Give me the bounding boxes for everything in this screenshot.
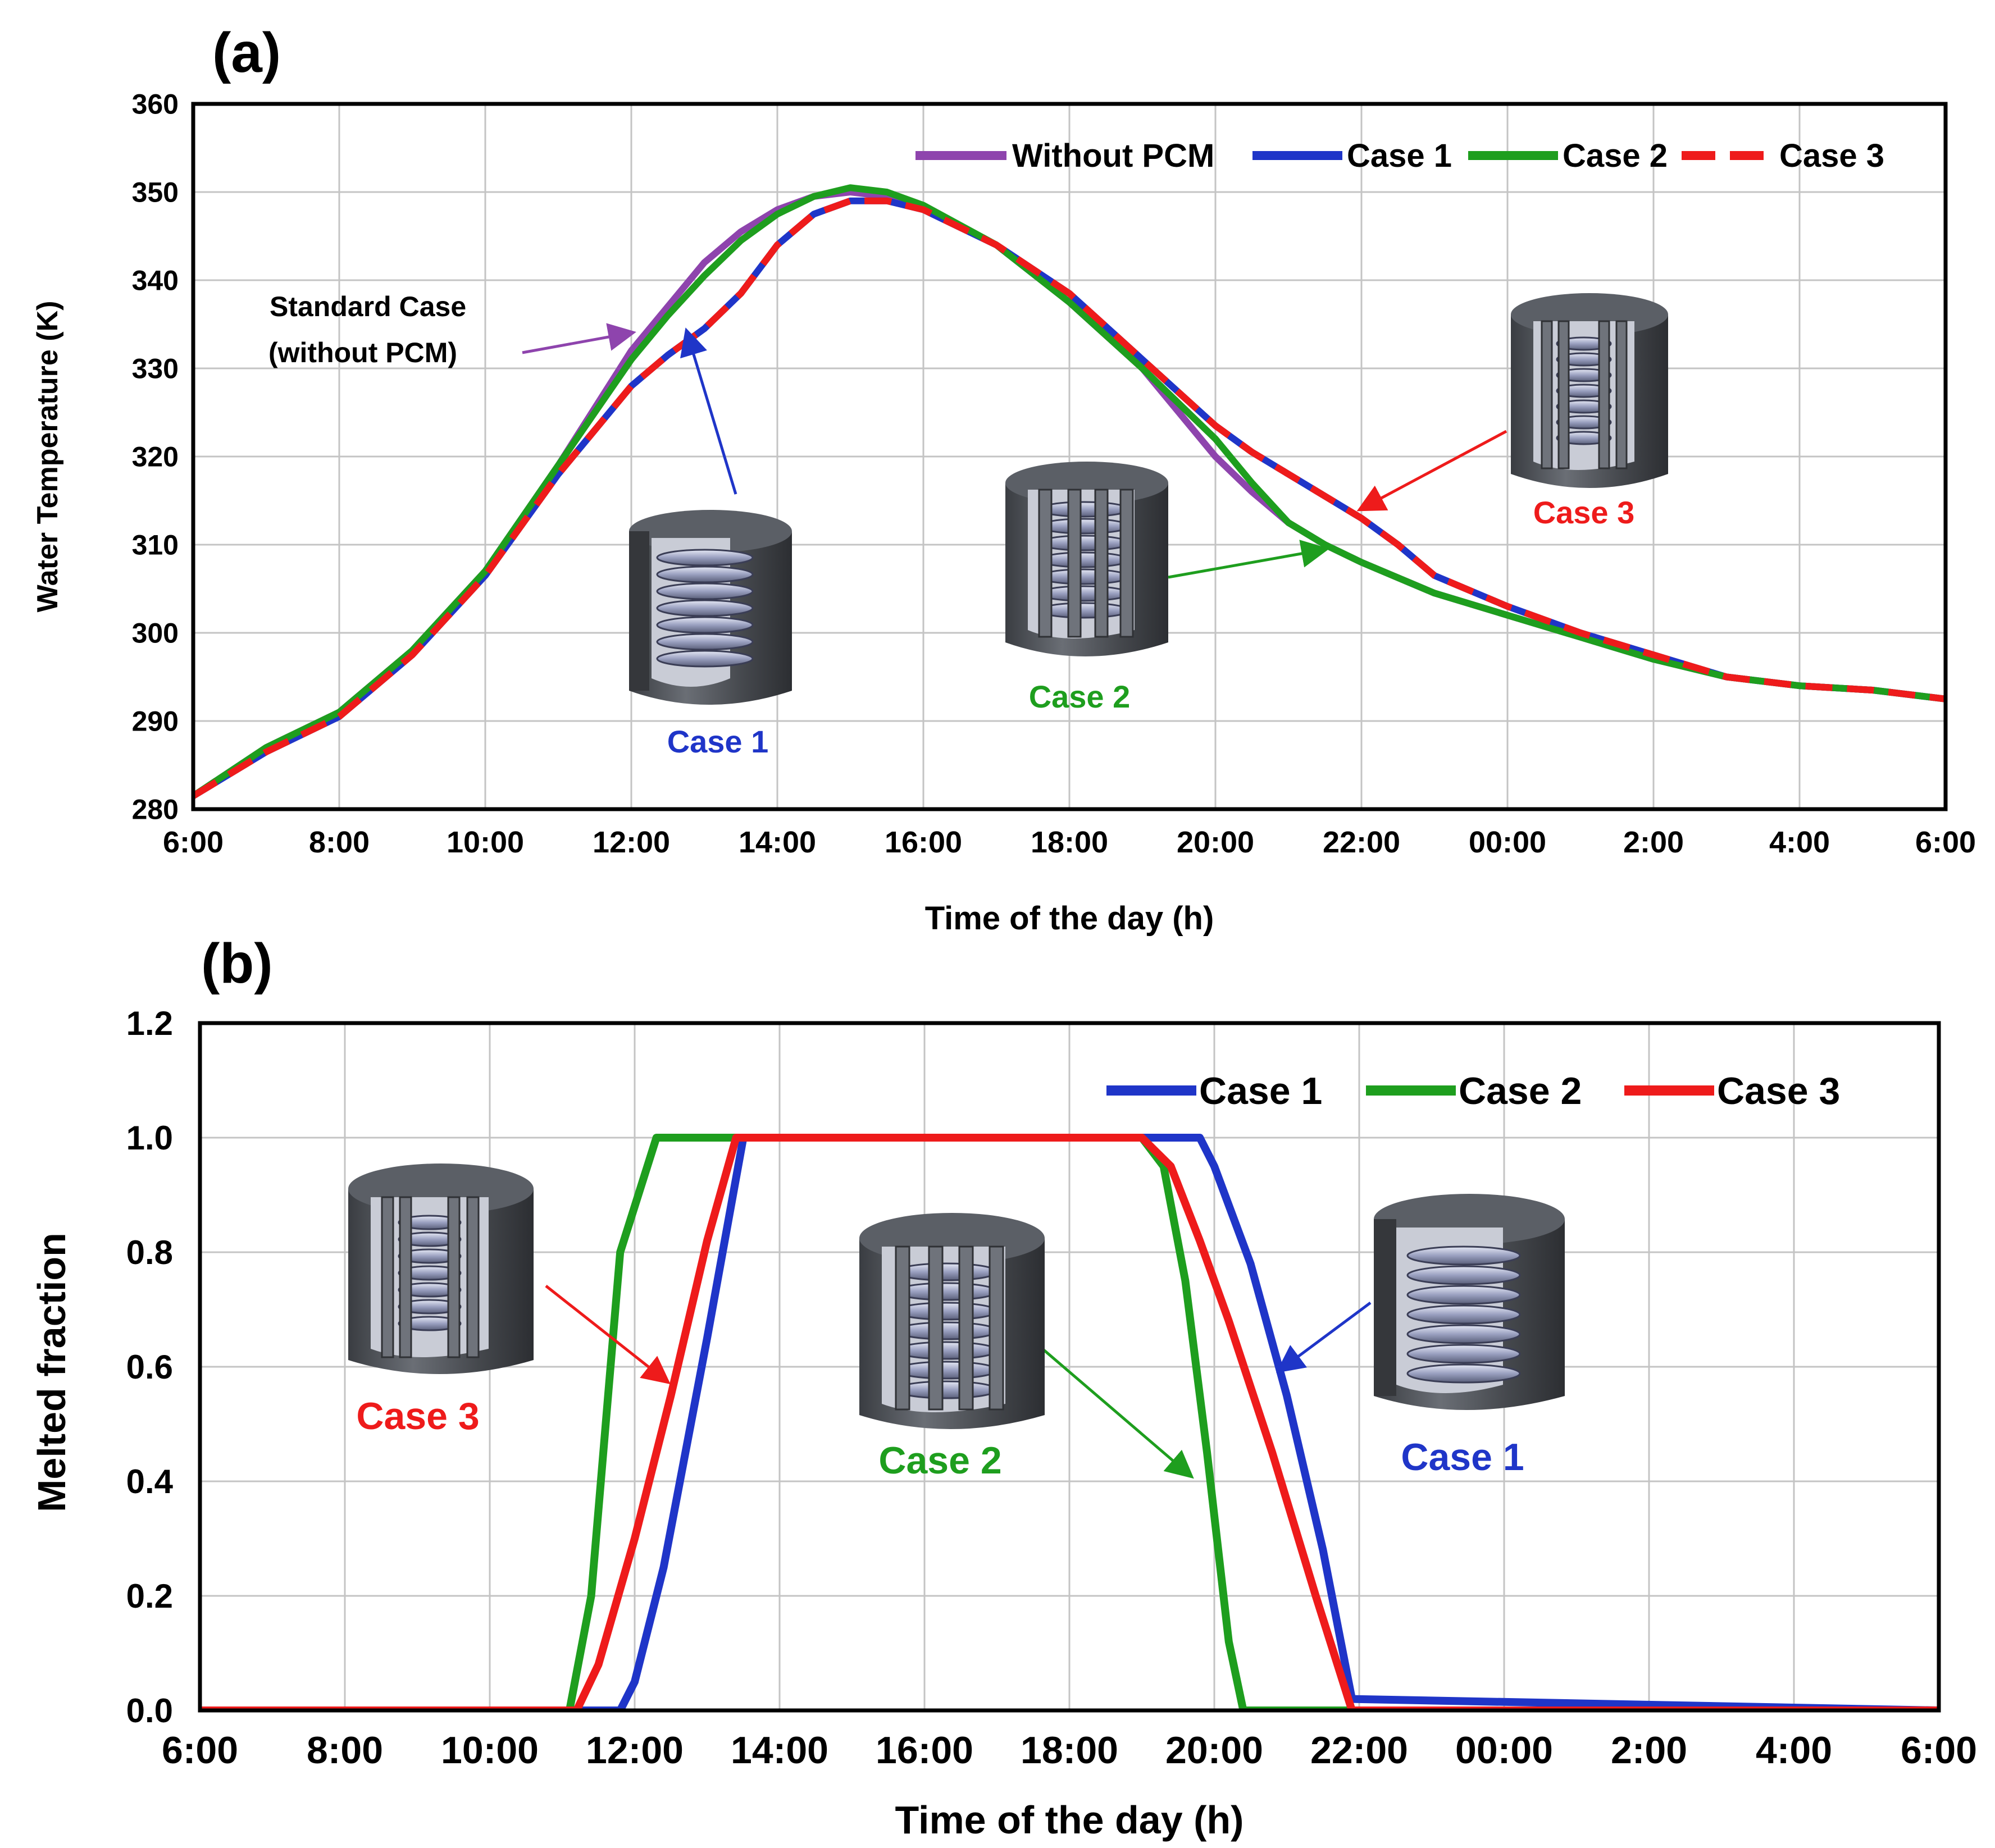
panel-a-legend: Without PCM Case 1 Case 2 Case 3 — [915, 138, 1884, 174]
annotation-b-case3: Case 3 — [356, 1395, 479, 1438]
panel-a-series — [193, 184, 1946, 800]
x-tick-label-a-5: 16:00 — [885, 825, 962, 859]
y-tick-label-b-1: 0.2 — [126, 1577, 173, 1615]
y-tick-label-b-4: 0.8 — [126, 1234, 173, 1271]
y-tick-label-a-1: 290 — [132, 706, 179, 737]
x-tick-label-b-7: 20:00 — [1165, 1729, 1263, 1772]
panel-b: (b) 0.0 0.2 0.4 0.6 0.8 1.0 1.2 6:00 8:00 10:00 1… — [30, 932, 1977, 1842]
tank-illustration-case3-b — [348, 1163, 534, 1374]
y-tick-label-b-5: 1.0 — [126, 1119, 173, 1157]
x-tick-label-b-12: 6:00 — [1901, 1729, 1977, 1772]
x-tick-label-b-10: 2:00 — [1611, 1729, 1687, 1772]
x-tick-label-b-5: 16:00 — [876, 1729, 973, 1772]
panel-b-y-ticks: 0.0 0.2 0.4 0.6 0.8 1.0 1.2 — [126, 1005, 174, 1730]
annotation-case1: Case 1 — [667, 724, 769, 759]
x-tick-label-a-7: 20:00 — [1177, 825, 1254, 859]
tank-illustration-case3-a — [1511, 293, 1668, 488]
annotation-standard-case: Standard Case — [270, 291, 466, 322]
annotation-without-pcm: (without PCM) — [268, 337, 457, 368]
tank-illustration-case2-a — [1005, 462, 1168, 656]
panel-a-y-axis-title: Water Temperature (K) — [31, 301, 64, 613]
x-tick-label-a-11: 4:00 — [1769, 825, 1830, 859]
panel-a-frame — [191, 102, 1948, 811]
y-tick-label-a-6: 340 — [132, 265, 179, 296]
annotation-case2: Case 2 — [1029, 679, 1131, 714]
y-tick-label-b-2: 0.4 — [126, 1463, 174, 1500]
x-tick-label-b-1: 8:00 — [307, 1729, 383, 1772]
annotation-b-arrow-case2 — [1033, 1341, 1194, 1479]
x-tick-label-b-4: 14:00 — [731, 1729, 828, 1772]
series-line-b-case-1 — [200, 1134, 1939, 1710]
tank-illustration-case1-a — [629, 510, 792, 705]
x-tick-label-b-0: 6:00 — [162, 1729, 238, 1772]
y-tick-label-a-5: 330 — [132, 353, 179, 385]
legend-label-b-case2: Case 2 — [1459, 1070, 1582, 1112]
x-tick-label-a-9: 00:00 — [1469, 825, 1546, 859]
x-tick-label-b-8: 22:00 — [1310, 1729, 1408, 1772]
y-tick-label-b-0: 0.0 — [126, 1692, 173, 1730]
x-tick-label-a-3: 12:00 — [593, 825, 670, 859]
x-tick-label-a-0: 6:00 — [163, 825, 224, 859]
x-tick-label-a-12: 6:00 — [1915, 825, 1976, 859]
y-tick-label-a-7: 350 — [132, 177, 179, 208]
annotation-case3: Case 3 — [1533, 495, 1635, 530]
legend-label-case1: Case 1 — [1347, 138, 1452, 174]
x-tick-label-a-2: 10:00 — [447, 825, 524, 859]
annotation-arrow-case1 — [680, 327, 737, 495]
tank-illustration-case1-b — [1374, 1194, 1565, 1410]
y-tick-label-a-3: 310 — [132, 530, 179, 561]
panel-b-frame — [198, 1021, 1941, 1713]
panel-a-label: (a) — [212, 21, 281, 84]
x-tick-label-a-8: 22:00 — [1323, 825, 1400, 859]
legend-label-b-case3: Case 3 — [1717, 1070, 1840, 1112]
x-tick-label-a-6: 18:00 — [1031, 825, 1108, 859]
annotation-b-arrow-case3 — [545, 1285, 671, 1385]
x-tick-label-a-1: 8:00 — [309, 825, 370, 859]
x-tick-label-b-9: 00:00 — [1455, 1729, 1553, 1772]
x-tick-label-a-4: 14:00 — [739, 825, 816, 859]
y-tick-label-b-3: 0.6 — [126, 1348, 173, 1386]
panel-b-label: (b) — [201, 932, 273, 995]
x-tick-label-a-10: 2:00 — [1623, 825, 1684, 859]
panel-b-series — [200, 1134, 1939, 1710]
y-tick-label-a-4: 320 — [132, 441, 179, 473]
legend-label-b-case1: Case 1 — [1199, 1070, 1322, 1112]
legend-label-case3: Case 3 — [1779, 138, 1884, 174]
annotation-arrow-case3 — [1356, 430, 1507, 512]
panel-a-x-ticks: 6:00 8:00 10:00 12:00 14:00 16:00 18:00 20:00 22… — [163, 825, 1976, 859]
annotation-b-case2: Case 2 — [878, 1439, 1001, 1482]
x-tick-label-b-2: 10:00 — [441, 1729, 539, 1772]
series-line-a-case-3 — [193, 197, 1946, 799]
y-tick-label-a-2: 300 — [132, 618, 179, 649]
panel-b-legend: Case 1 Case 2 Case 3 — [1106, 1070, 1840, 1112]
tank-illustration-case2-b — [859, 1213, 1045, 1429]
panel-b-x-ticks: 6:00 8:00 10:00 12:00 14:00 16:00 18:00 20:00 22… — [162, 1729, 1977, 1772]
x-tick-label-b-6: 18:00 — [1021, 1729, 1118, 1772]
annotation-arrow-case2 — [1168, 540, 1329, 579]
x-tick-label-b-3: 12:00 — [586, 1729, 684, 1772]
y-tick-label-a-8: 360 — [132, 89, 179, 120]
legend-label-case2: Case 2 — [1563, 138, 1668, 174]
panel-b-x-axis-title: Time of the day (h) — [895, 1798, 1244, 1842]
panel-b-y-axis-title: Melted fraction — [30, 1233, 74, 1512]
y-tick-label-b-6: 1.2 — [126, 1005, 173, 1042]
legend-label-without-pcm: Without PCM — [1012, 138, 1214, 174]
annotation-b-arrow-case1 — [1276, 1301, 1372, 1373]
panel-a: (a) 280 290 300 310 320 330 340 350 360 6:00 8:00… — [31, 21, 1976, 937]
panel-a-x-axis-title: Time of the day (h) — [925, 900, 1214, 937]
annotation-arrow-standard — [522, 323, 636, 354]
x-tick-label-b-11: 4:00 — [1756, 1729, 1832, 1772]
annotation-b-case1: Case 1 — [1401, 1436, 1524, 1479]
series-line-b-case-3 — [200, 1134, 1939, 1710]
panel-a-y-ticks: 280 290 300 310 320 330 340 350 360 — [132, 89, 179, 825]
y-tick-label-a-0: 280 — [132, 794, 179, 825]
